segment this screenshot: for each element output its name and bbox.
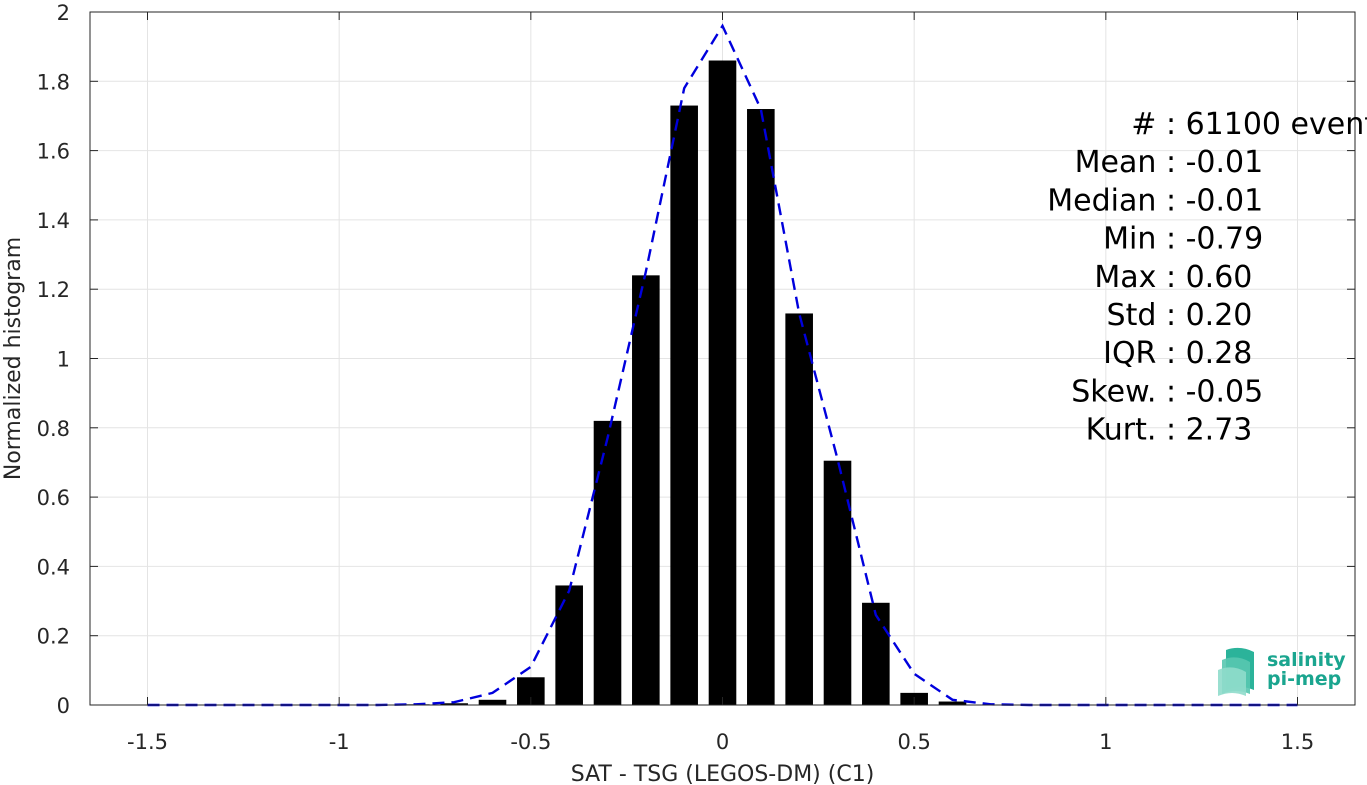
x-tick-label: 0 bbox=[716, 730, 729, 754]
histogram-bar bbox=[632, 275, 660, 705]
stat-label: Min bbox=[1103, 222, 1166, 257]
stat-label: # bbox=[1131, 107, 1166, 142]
histogram-bar bbox=[938, 701, 967, 705]
y-tick-label: 0 bbox=[57, 694, 70, 718]
x-axis-label: SAT - TSG (LEGOS-DM) (C1) bbox=[571, 762, 875, 785]
y-tick-label: 1.6 bbox=[37, 140, 70, 164]
histogram-bar bbox=[670, 105, 698, 706]
x-tick-label: 0.5 bbox=[897, 730, 930, 754]
logo-waves-icon bbox=[1218, 647, 1254, 696]
stat-label: Mean bbox=[1075, 145, 1166, 180]
stat-row: Std : 0.20 bbox=[1107, 298, 1253, 333]
y-tick-label: 0.6 bbox=[37, 486, 70, 510]
stat-label: IQR bbox=[1103, 336, 1166, 371]
stat-value: : -0.01 bbox=[1166, 145, 1263, 180]
stat-value: : -0.79 bbox=[1166, 222, 1263, 257]
histogram-bar bbox=[823, 460, 852, 705]
x-tick-label: 1 bbox=[1099, 730, 1112, 754]
histogram-bar bbox=[747, 109, 775, 705]
stat-row: Skew. : -0.05 bbox=[1071, 374, 1263, 409]
stat-row: Mean : -0.01 bbox=[1075, 145, 1264, 180]
histogram-bar bbox=[708, 60, 737, 705]
y-tick-label: 1 bbox=[57, 348, 70, 372]
stat-row: # : 61100 events bbox=[1131, 107, 1367, 142]
histogram-bar bbox=[785, 313, 813, 705]
stat-label: Kurt. bbox=[1086, 413, 1166, 448]
x-tick-label: -1 bbox=[329, 730, 350, 754]
stat-value: : 61100 events bbox=[1166, 107, 1367, 142]
histogram-bar bbox=[555, 585, 583, 705]
y-tick-label: 0.2 bbox=[37, 625, 70, 649]
stat-value: : 0.20 bbox=[1166, 298, 1252, 333]
stat-value: : -0.01 bbox=[1166, 183, 1263, 218]
histogram-bar bbox=[478, 699, 507, 705]
y-tick-label: 2 bbox=[57, 1, 70, 25]
histogram-bar bbox=[862, 602, 890, 705]
stat-label: Skew. bbox=[1071, 374, 1166, 409]
x-tick-label: -1.5 bbox=[127, 730, 168, 754]
stat-value: : 2.73 bbox=[1166, 413, 1252, 448]
y-tick-label: 1.8 bbox=[37, 70, 70, 94]
y-tick-label: 1.2 bbox=[37, 278, 70, 302]
y-tick-label: 0.4 bbox=[37, 555, 70, 579]
stat-value: : -0.05 bbox=[1166, 374, 1263, 409]
stat-row: Median : -0.01 bbox=[1047, 183, 1263, 218]
stat-row: Kurt. : 2.73 bbox=[1086, 413, 1253, 448]
stat-row: Min : -0.79 bbox=[1103, 222, 1263, 257]
stat-label: Std bbox=[1107, 298, 1166, 333]
salinity-pi-mep-logo: salinity pi-mep bbox=[1218, 647, 1346, 696]
stat-label: Max bbox=[1094, 260, 1166, 295]
axis-ticks: -1.5 -1 -0.5 0 0.5 1 1.5 0 0.2 0.4 0.6 0.8 1 1.2 1.4 1.… bbox=[37, 1, 1355, 754]
x-tick-label: -0.5 bbox=[510, 730, 551, 754]
x-tick-label: 1.5 bbox=[1281, 730, 1314, 754]
stat-row: IQR : 0.28 bbox=[1103, 336, 1252, 371]
stat-value: : 0.60 bbox=[1166, 260, 1252, 295]
logo-line1: salinity bbox=[1267, 649, 1346, 671]
histogram-bar bbox=[440, 703, 468, 705]
y-tick-label: 1.4 bbox=[37, 209, 70, 233]
y-axis-label: Normalized histogram bbox=[1, 237, 26, 480]
histogram-bar bbox=[593, 420, 622, 705]
stat-label: Median bbox=[1047, 183, 1166, 218]
stat-value: : 0.28 bbox=[1166, 336, 1252, 371]
stat-row: Max : 0.60 bbox=[1094, 260, 1252, 295]
y-tick-label: 0.8 bbox=[37, 417, 70, 441]
bars bbox=[402, 60, 967, 706]
logo-line2: pi-mep bbox=[1267, 668, 1341, 690]
